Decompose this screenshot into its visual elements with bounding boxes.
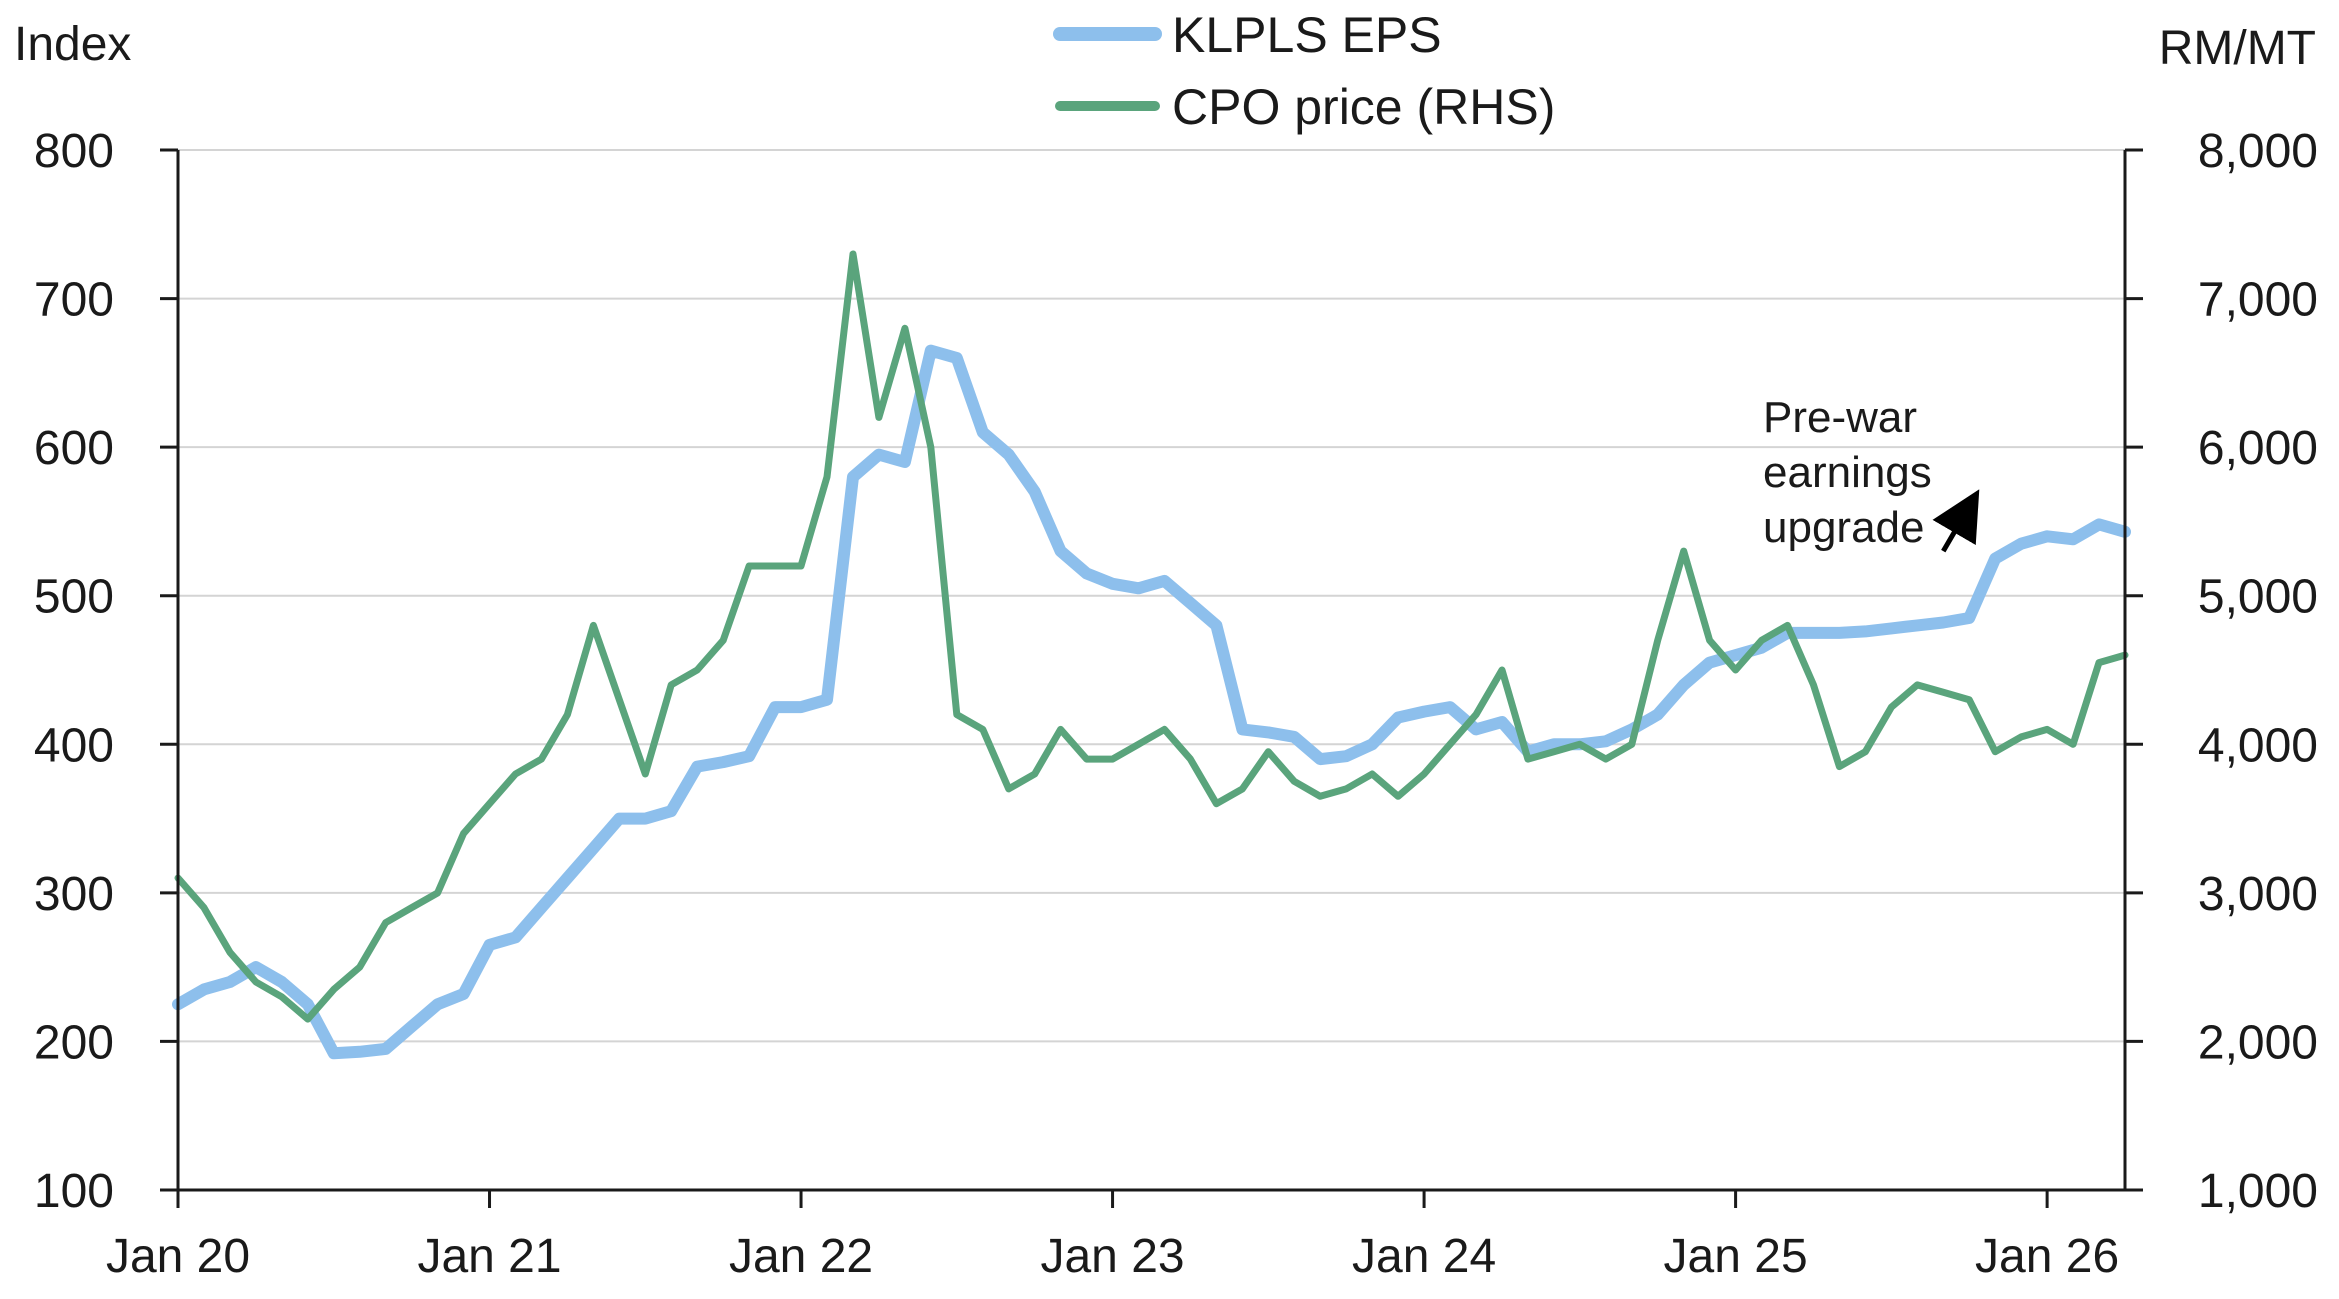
series-line-klpls-eps [172, 344, 2131, 1060]
right-axis-tick-label: 8,000 [2198, 125, 2318, 178]
left-axis-unit-label: Index [14, 18, 131, 71]
x-axis-tick-label: Jan 25 [1664, 1230, 1808, 1283]
right-axis-tick-label: 3,000 [2198, 868, 2318, 921]
annotation-line-3: upgrade [1763, 503, 1924, 552]
series-line-cpo-price [174, 250, 2129, 1023]
legend-label-klpls-eps: KLPLS EPS [1172, 7, 1442, 63]
left-axis-tick-label: 600 [34, 422, 114, 475]
x-axis-tick-label: Jan 23 [1040, 1230, 1184, 1283]
x-axis-tick-label: Jan 20 [106, 1230, 250, 1283]
right-axis-tick-label: 2,000 [2198, 1016, 2318, 1069]
right-axis-unit-label: RM/MT [2159, 22, 2316, 75]
series-layer [172, 250, 2131, 1060]
right-axis-tick-label: 6,000 [2198, 422, 2318, 475]
annotation-line-2: earnings [1763, 448, 1932, 497]
left-axis-tick-label: 400 [34, 719, 114, 772]
right-axis-tick-label: 4,000 [2198, 719, 2318, 772]
left-axis-tick-label: 800 [34, 125, 114, 178]
annotation-arrow [1932, 489, 1980, 553]
right-axis-tick-label: 5,000 [2198, 571, 2318, 624]
right-axis-tick-label: 1,000 [2198, 1165, 2318, 1218]
x-axis-tick-label: Jan 26 [1975, 1230, 2119, 1283]
annotation-line-1: Pre-war [1763, 393, 1917, 442]
left-axis-tick-label: 500 [34, 571, 114, 624]
left-axis-tick-label: 200 [34, 1016, 114, 1069]
grid-lines [178, 149, 2125, 1043]
x-axis-tick-label: Jan 24 [1352, 1230, 1496, 1283]
axes-layer: 100 200 300 400 500 600 700 800 1,000 2,000 3,000 4… [34, 125, 2318, 1283]
left-axis-tick-label: 100 [34, 1165, 114, 1218]
x-axis-tick-label: Jan 21 [417, 1230, 561, 1283]
legend-label-cpo-price: CPO price (RHS) [1172, 79, 1555, 135]
left-axis-tick-label: 300 [34, 868, 114, 921]
x-axis-tick-label: Jan 22 [729, 1230, 873, 1283]
left-axis-tick-label: 700 [34, 274, 114, 327]
pre-war-earnings-upgrade-annotation: Pre-war earnings upgrade [1763, 393, 1980, 553]
right-axis-tick-label: 7,000 [2198, 274, 2318, 327]
legend: KLPLS EPS CPO price (RHS) [1053, 7, 1555, 135]
